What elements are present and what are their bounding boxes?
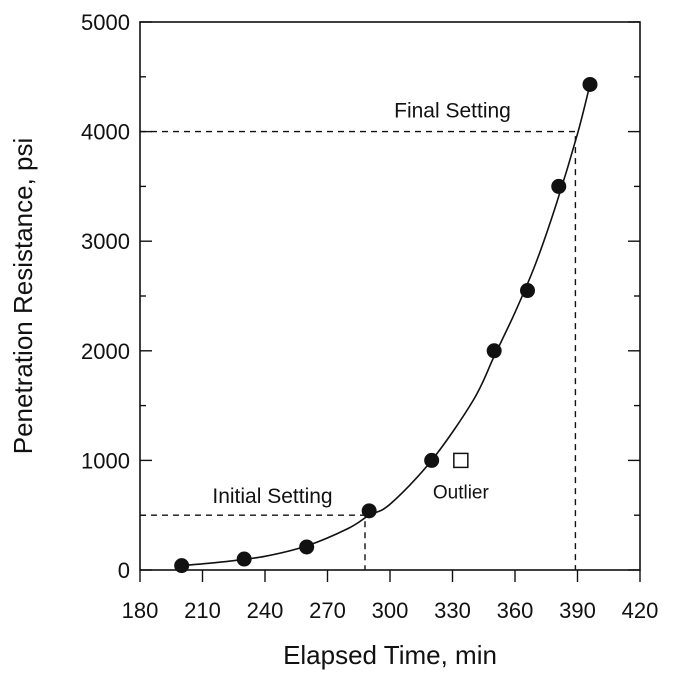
data-point bbox=[236, 551, 252, 567]
annotations: Outlier bbox=[433, 482, 490, 503]
data-point bbox=[486, 343, 502, 359]
x-tick-label: 270 bbox=[309, 598, 346, 623]
y-tick-label: 0 bbox=[118, 558, 130, 583]
outlier-label: Outlier bbox=[433, 482, 490, 503]
reference-line bbox=[140, 514, 366, 570]
x-axis-title: Elapsed Time, min bbox=[283, 640, 497, 670]
initial-setting-label: Initial Setting bbox=[212, 485, 332, 508]
data-point bbox=[424, 452, 440, 468]
reference-line bbox=[140, 130, 577, 570]
data-point bbox=[174, 558, 190, 574]
x-tick-label: 240 bbox=[247, 598, 284, 623]
x-tick-label: 180 bbox=[122, 598, 159, 623]
reference-lines: Initial Setting Final Setting bbox=[140, 100, 577, 570]
data-point bbox=[582, 76, 598, 92]
x-tick-label: 360 bbox=[497, 598, 534, 623]
x-axis: 180 210 240 270 300 330 360 390 420 bbox=[122, 570, 659, 623]
data-point bbox=[551, 178, 567, 194]
x-tick-label: 390 bbox=[559, 598, 596, 623]
data-point bbox=[361, 503, 377, 519]
x-tick-label: 420 bbox=[622, 598, 659, 623]
data-point bbox=[520, 283, 535, 299]
outlier-point bbox=[453, 452, 469, 469]
final-setting-label: Final Setting bbox=[394, 100, 511, 123]
y-tick-label: 5000 bbox=[81, 10, 130, 35]
data-point bbox=[299, 539, 315, 555]
data-points bbox=[174, 76, 598, 574]
y-tick-label: 4000 bbox=[81, 120, 130, 145]
y-axis-title: Penetration Resistance, psi bbox=[8, 138, 38, 455]
y-tick-label: 3000 bbox=[81, 229, 130, 254]
x-tick-label: 300 bbox=[372, 598, 409, 623]
x-tick-label: 330 bbox=[434, 598, 471, 623]
x-tick-label: 210 bbox=[184, 598, 221, 623]
y-tick-label: 1000 bbox=[81, 448, 130, 473]
y-tick-label: 2000 bbox=[81, 339, 130, 364]
y-axis: 0 1000 2000 3000 4000 5000 bbox=[81, 10, 640, 583]
